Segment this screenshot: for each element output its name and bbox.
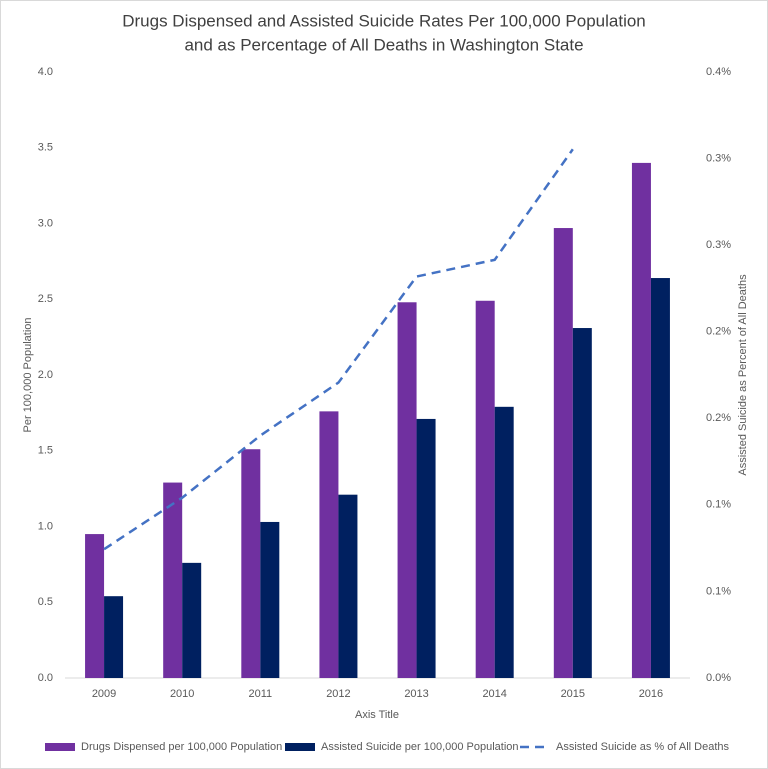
y-axis-title: Per 100,000 Population	[22, 318, 34, 433]
bar	[104, 596, 124, 678]
chart-title: and as Percentage of All Deaths in Washi…	[184, 35, 583, 54]
line	[103, 148, 574, 551]
bar	[241, 449, 261, 678]
y2-tick-label: 0.1%	[706, 585, 731, 597]
legend-label: Assisted Suicide per 100,000 Population	[321, 741, 519, 753]
x-tick-label: 2012	[326, 688, 350, 700]
y-tick-label: 2.5	[38, 293, 53, 305]
y-tick-label: 0.0	[38, 672, 53, 684]
x-tick-label: 2011	[248, 688, 272, 700]
x-tick-label: 2013	[404, 688, 428, 700]
x-tick-label: 2010	[170, 688, 194, 700]
y-tick-label: 0.5	[38, 596, 53, 608]
y-tick-label: 2.0	[38, 369, 53, 381]
bar	[319, 411, 339, 678]
x-tick-label: 2009	[92, 688, 116, 700]
bar	[631, 162, 651, 678]
bar	[650, 278, 670, 678]
y2-axis-title: Assisted Suicide as Percent of All Death…	[737, 274, 749, 476]
y2-tick-label: 0.2%	[706, 326, 731, 338]
bar	[553, 228, 573, 679]
y-tick-label: 1.5	[38, 445, 53, 457]
y2-tick-label: 0.1%	[706, 499, 731, 511]
y2-tick-label: 0.3%	[706, 239, 731, 251]
bar	[572, 328, 592, 678]
y2-tick-label: 0.3%	[706, 152, 731, 164]
legend-swatch	[285, 743, 315, 751]
bar	[182, 562, 202, 678]
y-tick-label: 1.0	[38, 520, 53, 532]
x-tick-label: 2014	[482, 688, 506, 700]
bar	[338, 494, 358, 678]
chart-title: Drugs Dispensed and Assisted Suicide Rat…	[122, 11, 646, 30]
bar	[494, 406, 514, 678]
legend-swatch	[45, 743, 75, 751]
x-axis-title: Axis Title	[355, 709, 399, 721]
y-tick-label: 3.0	[38, 217, 53, 229]
legend-label: Drugs Dispensed per 100,000 Population	[81, 741, 282, 753]
bar	[475, 300, 495, 678]
bar	[163, 482, 183, 678]
bar	[416, 418, 436, 678]
y2-tick-label: 0.4%	[706, 66, 731, 78]
x-tick-label: 2016	[639, 688, 663, 700]
y2-tick-label: 0.0%	[706, 672, 731, 684]
y-tick-label: 3.5	[38, 142, 53, 154]
bar	[85, 534, 105, 678]
y2-tick-label: 0.2%	[706, 412, 731, 424]
legend-label: Assisted Suicide as % of All Deaths	[556, 741, 730, 753]
bar	[260, 521, 280, 678]
bar	[397, 302, 417, 678]
x-tick-label: 2015	[561, 688, 585, 700]
y-tick-label: 4.0	[38, 66, 53, 78]
